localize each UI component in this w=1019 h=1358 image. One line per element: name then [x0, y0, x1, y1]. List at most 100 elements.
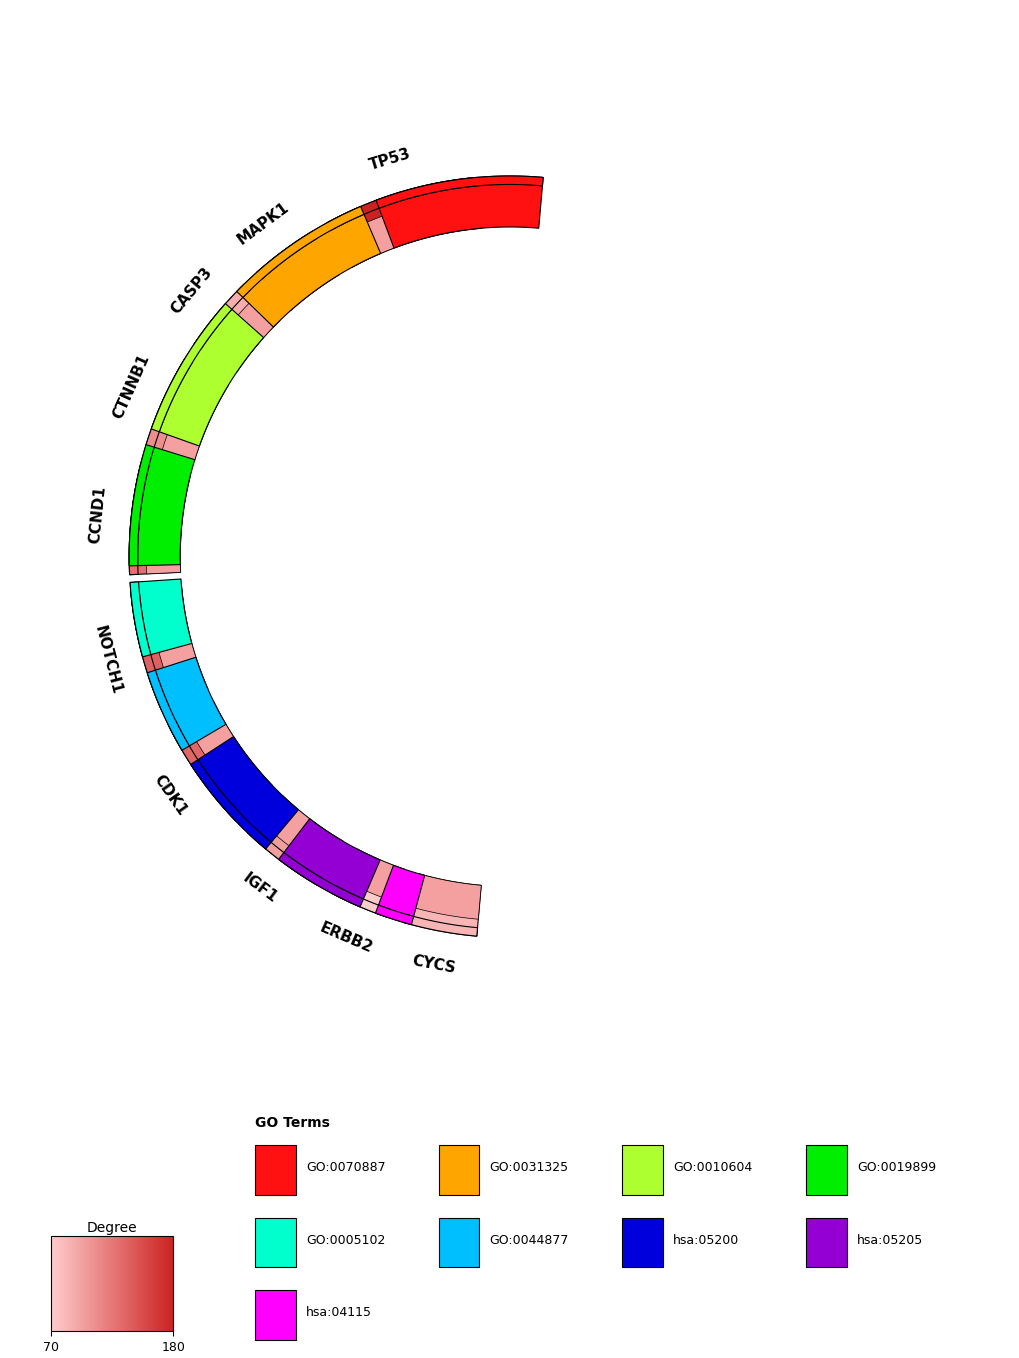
Polygon shape [181, 588, 421, 864]
Polygon shape [184, 234, 455, 511]
Text: GO:0031325: GO:0031325 [489, 1161, 569, 1175]
Polygon shape [203, 341, 373, 481]
Polygon shape [226, 251, 423, 736]
Polygon shape [208, 296, 279, 373]
Polygon shape [236, 369, 425, 862]
Polygon shape [182, 513, 463, 883]
Text: hsa:05205: hsa:05205 [856, 1234, 922, 1247]
Polygon shape [180, 346, 366, 565]
Polygon shape [180, 528, 364, 756]
Polygon shape [418, 268, 678, 876]
Polygon shape [363, 712, 485, 885]
Polygon shape [193, 247, 426, 657]
Polygon shape [192, 296, 386, 646]
Polygon shape [335, 194, 481, 268]
Polygon shape [233, 371, 422, 860]
Polygon shape [181, 523, 388, 824]
Text: GO:0005102: GO:0005102 [306, 1234, 385, 1247]
Polygon shape [376, 177, 543, 249]
Polygon shape [362, 227, 498, 856]
Polygon shape [180, 566, 417, 860]
Polygon shape [263, 235, 455, 426]
Polygon shape [217, 236, 447, 455]
Polygon shape [290, 228, 491, 809]
FancyBboxPatch shape [622, 1218, 662, 1267]
Polygon shape [460, 228, 561, 394]
Polygon shape [277, 284, 408, 432]
Polygon shape [375, 904, 414, 925]
FancyBboxPatch shape [805, 1218, 846, 1267]
Polygon shape [248, 796, 342, 885]
Polygon shape [129, 444, 195, 566]
Polygon shape [146, 466, 191, 574]
Polygon shape [356, 263, 668, 851]
Polygon shape [236, 206, 380, 327]
Polygon shape [182, 293, 386, 520]
Polygon shape [146, 359, 192, 448]
Polygon shape [262, 665, 389, 784]
Text: CDK1: CDK1 [151, 771, 190, 818]
Polygon shape [193, 627, 474, 884]
Polygon shape [201, 633, 378, 790]
Polygon shape [194, 284, 279, 373]
FancyBboxPatch shape [622, 1145, 662, 1195]
Polygon shape [290, 308, 431, 864]
Polygon shape [180, 543, 354, 703]
Polygon shape [195, 239, 441, 482]
Text: CCND1: CCND1 [87, 485, 108, 545]
Polygon shape [197, 612, 358, 693]
Polygon shape [259, 796, 342, 870]
Polygon shape [228, 274, 404, 740]
Polygon shape [184, 591, 351, 660]
Polygon shape [187, 239, 614, 501]
Polygon shape [182, 591, 390, 828]
Polygon shape [228, 376, 393, 822]
Polygon shape [185, 284, 392, 630]
Text: ERBB2: ERBB2 [317, 919, 374, 956]
Polygon shape [356, 261, 464, 880]
Polygon shape [409, 873, 481, 919]
Text: hsa:04115: hsa:04115 [306, 1306, 372, 1319]
Polygon shape [180, 424, 352, 558]
Text: GO Terms: GO Terms [255, 1116, 329, 1130]
Polygon shape [183, 231, 468, 617]
Polygon shape [376, 177, 543, 208]
Polygon shape [195, 456, 419, 861]
Polygon shape [222, 384, 371, 751]
Polygon shape [130, 591, 169, 709]
Polygon shape [293, 304, 404, 812]
Polygon shape [138, 185, 881, 929]
Text: CASP3: CASP3 [168, 265, 215, 318]
Polygon shape [199, 437, 360, 713]
Polygon shape [278, 853, 363, 907]
Text: CYCS: CYCS [411, 953, 457, 976]
Polygon shape [196, 447, 381, 804]
Polygon shape [129, 462, 191, 574]
Polygon shape [331, 849, 404, 918]
Polygon shape [278, 819, 380, 907]
Polygon shape [189, 430, 354, 636]
Polygon shape [151, 304, 231, 432]
Polygon shape [206, 416, 360, 492]
Polygon shape [219, 356, 372, 720]
FancyBboxPatch shape [805, 1145, 846, 1195]
Polygon shape [197, 631, 396, 834]
Text: TP53: TP53 [367, 147, 412, 174]
Polygon shape [168, 702, 272, 820]
Text: GO:0010604: GO:0010604 [673, 1161, 752, 1175]
Polygon shape [200, 630, 373, 774]
Polygon shape [214, 250, 648, 716]
Polygon shape [273, 234, 584, 422]
Polygon shape [195, 631, 426, 866]
Polygon shape [183, 595, 366, 763]
Polygon shape [223, 299, 390, 727]
Polygon shape [282, 258, 659, 803]
Polygon shape [266, 240, 443, 426]
Polygon shape [236, 206, 364, 297]
Polygon shape [212, 301, 387, 467]
Polygon shape [338, 702, 434, 856]
Polygon shape [256, 231, 338, 311]
Polygon shape [206, 646, 418, 858]
FancyBboxPatch shape [438, 1218, 479, 1267]
Polygon shape [129, 444, 154, 566]
